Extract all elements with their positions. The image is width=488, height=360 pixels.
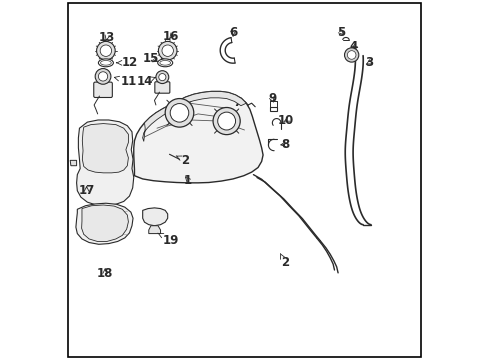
Circle shape bbox=[346, 51, 355, 59]
Text: 8: 8 bbox=[280, 138, 289, 151]
Circle shape bbox=[165, 99, 193, 127]
Text: 2: 2 bbox=[280, 253, 288, 269]
Text: 13: 13 bbox=[99, 31, 115, 44]
Circle shape bbox=[170, 104, 188, 122]
Circle shape bbox=[97, 41, 115, 60]
Circle shape bbox=[344, 48, 358, 62]
Circle shape bbox=[100, 45, 111, 57]
Text: 9: 9 bbox=[267, 92, 276, 105]
Text: 11: 11 bbox=[114, 75, 136, 87]
Text: 18: 18 bbox=[97, 267, 113, 280]
Bar bbox=[270, 107, 277, 111]
Text: 10: 10 bbox=[278, 114, 294, 127]
Polygon shape bbox=[142, 208, 167, 226]
Circle shape bbox=[217, 112, 235, 130]
Polygon shape bbox=[70, 160, 77, 166]
Circle shape bbox=[156, 71, 168, 84]
Text: 1: 1 bbox=[183, 174, 192, 186]
Text: 17: 17 bbox=[78, 184, 95, 197]
Circle shape bbox=[158, 41, 177, 60]
Polygon shape bbox=[148, 226, 160, 234]
Ellipse shape bbox=[101, 60, 111, 65]
Polygon shape bbox=[142, 91, 246, 141]
Polygon shape bbox=[76, 203, 133, 244]
Text: 2: 2 bbox=[176, 154, 189, 167]
Text: 7: 7 bbox=[233, 96, 244, 109]
FancyBboxPatch shape bbox=[155, 82, 169, 93]
Text: 5: 5 bbox=[337, 26, 345, 39]
Polygon shape bbox=[81, 205, 128, 242]
Circle shape bbox=[98, 72, 107, 81]
Polygon shape bbox=[134, 91, 263, 183]
Text: 6: 6 bbox=[228, 26, 237, 39]
Ellipse shape bbox=[157, 59, 172, 67]
Polygon shape bbox=[82, 123, 128, 173]
Text: 19: 19 bbox=[158, 233, 179, 247]
Circle shape bbox=[95, 68, 111, 84]
Ellipse shape bbox=[98, 59, 113, 67]
Circle shape bbox=[213, 108, 240, 135]
Text: 4: 4 bbox=[349, 40, 357, 53]
Text: 3: 3 bbox=[364, 56, 372, 69]
Text: 14: 14 bbox=[136, 75, 155, 88]
Text: 16: 16 bbox=[163, 30, 179, 43]
Text: 12: 12 bbox=[116, 56, 138, 69]
FancyBboxPatch shape bbox=[94, 82, 112, 98]
Ellipse shape bbox=[160, 60, 170, 65]
Circle shape bbox=[159, 73, 165, 81]
Circle shape bbox=[162, 45, 173, 57]
Polygon shape bbox=[77, 120, 134, 206]
Text: 15: 15 bbox=[142, 52, 159, 65]
